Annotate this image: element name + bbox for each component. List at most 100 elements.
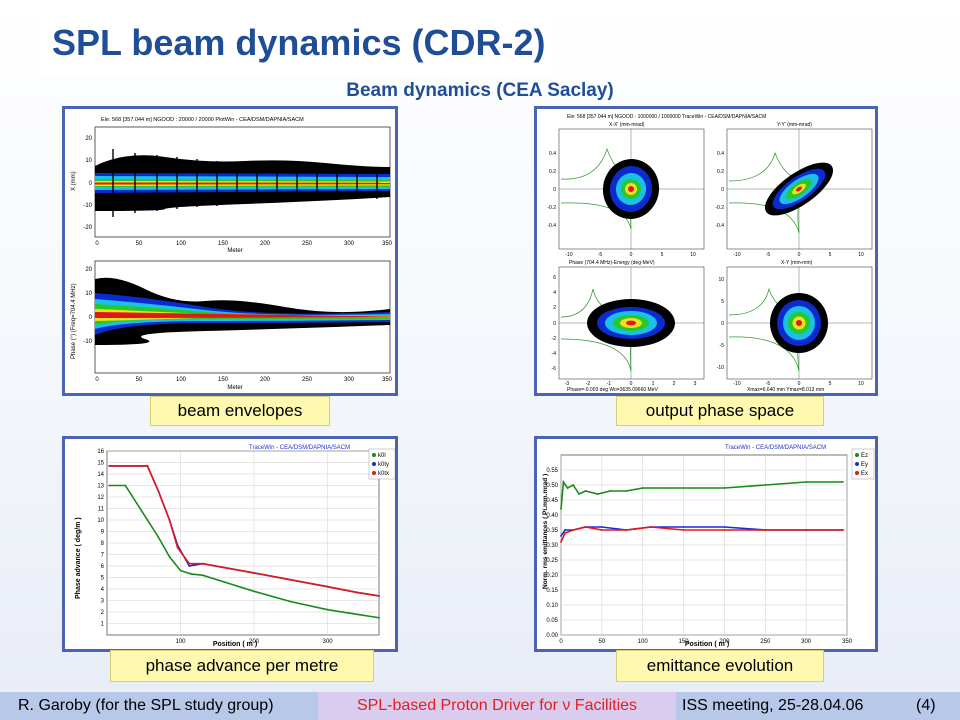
x-tick-label: 300 bbox=[801, 639, 812, 645]
phase-xtick: 5 bbox=[829, 381, 832, 387]
phase-ytick: 6 bbox=[553, 275, 556, 281]
data-point bbox=[564, 529, 566, 531]
data-point bbox=[564, 532, 566, 534]
data-point bbox=[600, 529, 603, 531]
envelopes-top-xlabel: Meter bbox=[227, 248, 242, 254]
y-tick-label: 0.15 bbox=[546, 588, 558, 594]
y-tick-label: 0.25 bbox=[546, 558, 558, 564]
phase-ytick: 10 bbox=[718, 277, 724, 283]
emittance-chart: TraceWin - CEA/DSM/DAPNIA/SACM 0.00 0.05 0… bbox=[537, 439, 875, 649]
phase-ytick: 2 bbox=[553, 305, 556, 311]
phase-space-footer-right: Xmax=6.640 mm Ymax=8.013 mm bbox=[747, 387, 824, 393]
y-tick-label: 7 bbox=[101, 553, 105, 559]
data-point bbox=[168, 555, 171, 558]
legend-item: k0tx bbox=[378, 471, 389, 477]
data-point bbox=[666, 487, 669, 489]
legend-item: Ex bbox=[861, 471, 868, 477]
data-point bbox=[223, 581, 226, 583]
envelopes-bottom-xlabel: Meter bbox=[227, 385, 242, 391]
y-tick-label: 0.10 bbox=[546, 603, 558, 609]
slide-subtitle: Beam dynamics (CEA Saclay) bbox=[346, 80, 614, 101]
x-tick-label: 250 bbox=[760, 639, 771, 645]
phase-xtick: 2 bbox=[673, 381, 676, 387]
legend-marker bbox=[855, 462, 859, 466]
data-point bbox=[600, 526, 603, 528]
x-tick-label: 200 bbox=[249, 639, 260, 645]
phase-ytick: 0.2 bbox=[549, 169, 556, 175]
y-tick-label: 1 bbox=[101, 622, 105, 628]
envelopes-xtick: 50 bbox=[136, 377, 143, 383]
phase-ytick: -6 bbox=[552, 366, 557, 372]
data-point bbox=[842, 529, 844, 531]
legend-item: k0ty bbox=[378, 462, 389, 468]
data-point bbox=[566, 487, 569, 489]
phase-plot-xy: X-Y (mm-mm) 10 5 0 -5 -10 -10 -5 0 5 10 bbox=[717, 260, 873, 387]
y-tick-label: 8 bbox=[101, 541, 105, 547]
data-point bbox=[578, 493, 580, 495]
data-point bbox=[560, 508, 562, 510]
data-point bbox=[289, 578, 292, 581]
y-tick-label: 13 bbox=[97, 484, 104, 490]
legend-item: Ez bbox=[861, 453, 868, 459]
phase-xtick: 10 bbox=[858, 252, 864, 258]
phase-xtick: -10 bbox=[733, 252, 740, 258]
envelopes-xtick: 350 bbox=[382, 377, 393, 383]
legend-item: k0l bbox=[378, 453, 386, 459]
x-tick-label: 100 bbox=[638, 639, 649, 645]
envelopes-caption: beam envelopes bbox=[150, 396, 330, 426]
data-point bbox=[157, 490, 160, 493]
data-point bbox=[289, 600, 292, 603]
data-point bbox=[201, 574, 204, 577]
data-point bbox=[572, 484, 575, 486]
phase-xtick: -1 bbox=[607, 381, 612, 387]
phase-xtick: -5 bbox=[766, 381, 771, 387]
phase-ytick: 0 bbox=[553, 321, 556, 327]
phase-xtick: 10 bbox=[858, 381, 864, 387]
phase-xtick: 0 bbox=[630, 381, 633, 387]
phase-plot-xx: X-X' (mm-mrad) 0.4 0.2 0 -0.2 -0.4 -10 -… bbox=[547, 122, 705, 258]
phase-plot-title: X-X' (mm-mrad) bbox=[609, 122, 645, 128]
series-line-Ez bbox=[560, 479, 843, 510]
data-point bbox=[641, 487, 644, 489]
phase-ytick: -0.4 bbox=[547, 223, 556, 229]
emittance-ylabel: Norm. rms emittances ( Pi.mm.mrad ) bbox=[542, 474, 549, 589]
phase-ytick: -0.4 bbox=[715, 223, 724, 229]
y-tick-label: 12 bbox=[97, 495, 104, 501]
data-point bbox=[560, 535, 562, 537]
phase-advance-chart: TraceWin - CEA/DSM/DAPNIA/SACM 123456789… bbox=[65, 439, 395, 649]
phase-space-header: Ele: 568 [357.044 m] NGOOD : 1000000 / 1… bbox=[567, 114, 766, 120]
data-point bbox=[649, 526, 652, 528]
phase-space-figure: Ele: 568 [357.044 m] NGOOD : 1000000 / 1… bbox=[537, 109, 875, 393]
y-tick-label: 0.35 bbox=[546, 528, 558, 534]
y-tick-label: 2 bbox=[101, 610, 105, 616]
phase-xtick: 0 bbox=[630, 252, 633, 258]
phase-xtick: -2 bbox=[586, 381, 591, 387]
phase-xtick: -3 bbox=[565, 381, 570, 387]
y-tick-label: 0.20 bbox=[546, 573, 558, 579]
data-point bbox=[326, 585, 329, 588]
phase-ytick: -5 bbox=[720, 343, 725, 349]
phase-xtick: -5 bbox=[598, 252, 603, 258]
y-tick-label: 5 bbox=[101, 576, 105, 582]
phase-plot-phase-energy: Phase (704.4 MHz)-Energy (deg-MeV) 6 4 2… bbox=[552, 260, 705, 387]
phase-ytick: -2 bbox=[552, 336, 557, 342]
envelopes-bottom-ylabel: Phase (°) (Freq=704.4 MHz) bbox=[71, 283, 77, 359]
y-tick-label: 11 bbox=[98, 507, 105, 513]
phase-xtick: -10 bbox=[733, 381, 740, 387]
envelopes-xtick: 350 bbox=[382, 241, 393, 247]
y-tick-label: 3 bbox=[101, 599, 105, 605]
data-point bbox=[108, 484, 111, 487]
phase-ytick: 0.2 bbox=[717, 169, 724, 175]
envelopes-top-fill bbox=[95, 155, 390, 211]
y-tick-label: 0.05 bbox=[546, 618, 558, 624]
phase-xtick: 0 bbox=[798, 381, 801, 387]
phase-plot-title: X-Y (mm-mm) bbox=[781, 260, 813, 266]
data-point bbox=[253, 572, 255, 574]
data-point bbox=[584, 526, 587, 528]
y-tick-label: 0.30 bbox=[546, 543, 558, 549]
data-point bbox=[723, 487, 726, 489]
data-point bbox=[572, 529, 575, 531]
data-point bbox=[146, 519, 149, 521]
data-point bbox=[682, 529, 685, 531]
